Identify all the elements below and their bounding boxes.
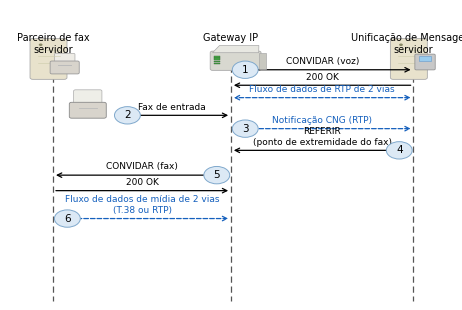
FancyBboxPatch shape xyxy=(214,58,220,60)
FancyBboxPatch shape xyxy=(210,51,261,70)
Text: 5: 5 xyxy=(213,170,220,180)
FancyBboxPatch shape xyxy=(214,63,220,64)
Text: Fax de entrada: Fax de entrada xyxy=(138,103,206,112)
Text: 3: 3 xyxy=(242,124,249,134)
Text: 1: 1 xyxy=(242,65,249,75)
FancyBboxPatch shape xyxy=(214,56,220,58)
Circle shape xyxy=(204,166,230,184)
Text: CONVIDAR (voz): CONVIDAR (voz) xyxy=(286,57,359,66)
Text: 4: 4 xyxy=(396,145,402,155)
FancyBboxPatch shape xyxy=(50,61,79,74)
FancyBboxPatch shape xyxy=(214,60,220,62)
Text: 2: 2 xyxy=(124,110,131,120)
Polygon shape xyxy=(259,53,266,69)
Text: Gateway IP: Gateway IP xyxy=(203,33,259,42)
Text: CONVIDAR (fax): CONVIDAR (fax) xyxy=(106,162,178,171)
Text: Fluxo de dados de mídia de 2 vias
(T.38 ou RTP): Fluxo de dados de mídia de 2 vias (T.38 … xyxy=(65,195,219,215)
Circle shape xyxy=(39,43,43,46)
Text: REFERIR
(ponto de extremidade do fax): REFERIR (ponto de extremidade do fax) xyxy=(253,127,392,147)
Text: Notificação CNG (RTP): Notificação CNG (RTP) xyxy=(272,116,372,125)
Circle shape xyxy=(399,43,403,46)
Text: Unificação de Mensagens
servidor: Unificação de Mensagens servidor xyxy=(351,33,462,55)
FancyBboxPatch shape xyxy=(30,38,67,79)
Circle shape xyxy=(115,107,140,124)
FancyBboxPatch shape xyxy=(73,90,102,105)
Circle shape xyxy=(55,210,80,227)
Text: Parceiro de fax
servidor: Parceiro de fax servidor xyxy=(17,33,90,55)
Polygon shape xyxy=(213,46,259,53)
FancyBboxPatch shape xyxy=(69,102,106,118)
Text: Fluxo de dados de RTP de 2 vias: Fluxo de dados de RTP de 2 vias xyxy=(249,85,395,94)
FancyBboxPatch shape xyxy=(390,38,427,79)
Circle shape xyxy=(386,142,412,159)
Text: 200 OK: 200 OK xyxy=(306,73,339,82)
FancyBboxPatch shape xyxy=(415,54,435,70)
Circle shape xyxy=(232,120,258,137)
Text: 200 OK: 200 OK xyxy=(126,178,158,187)
FancyBboxPatch shape xyxy=(55,53,75,64)
Circle shape xyxy=(232,61,258,78)
FancyBboxPatch shape xyxy=(419,56,431,61)
Text: 6: 6 xyxy=(64,214,71,224)
